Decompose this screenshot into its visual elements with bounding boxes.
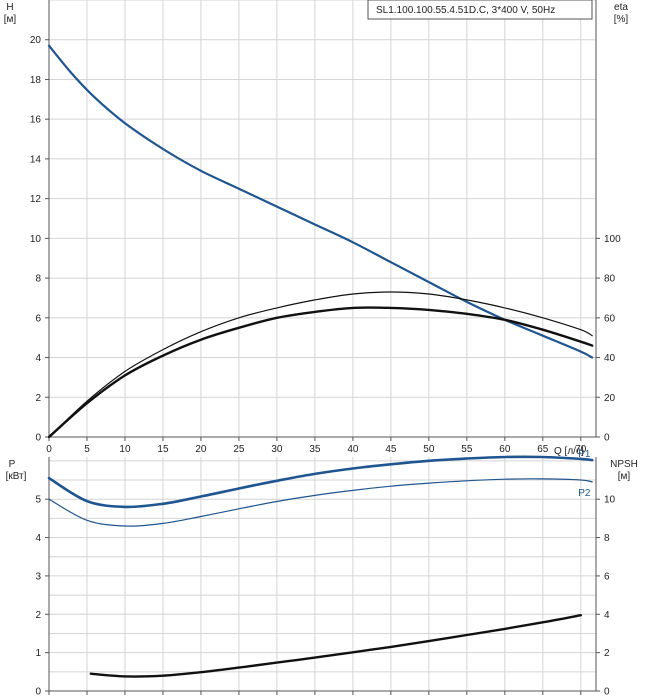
x-tick-label: 20 [195, 444, 207, 455]
bottom-left-tick-label: 3 [35, 571, 41, 582]
top-left-tick-label: 0 [35, 433, 41, 444]
bottom-left-tick-label: 4 [35, 533, 41, 544]
top-right-tick-label: 0 [604, 433, 610, 444]
bottom-right-tick-label: 2 [604, 648, 610, 659]
x-axis-title: Q [л/с] [554, 446, 584, 457]
top-left-tick-label: 4 [35, 353, 41, 364]
bottom-right-axis-title-line2: [м] [618, 471, 631, 482]
p2-curve-label: P2 [578, 488, 591, 499]
top-right-tick-label: 100 [604, 234, 621, 245]
chart-title-box [367, 0, 593, 20]
bottom-panel: P [кВт] NPSH [м] 0 1 2 3 4 5 0 2 4 6 8 10 P1 P2 [6, 449, 638, 697]
top-curve-1 [48, 291, 593, 438]
top-left-tick-label: 16 [30, 115, 42, 126]
bottom-left-tick-label: 2 [35, 610, 41, 621]
x-tick-label: 15 [157, 444, 169, 455]
x-tick-label: 30 [271, 444, 283, 455]
bottom-series: P1 P2 [47, 449, 594, 678]
bottom-right-tick-label: 8 [604, 533, 610, 544]
bottom-left-tick-label: 0 [35, 687, 41, 698]
bottom-left-tick-label: 5 [35, 495, 41, 506]
bottom-right-tick-label: 0 [604, 687, 610, 698]
x-tick-label: 40 [347, 444, 359, 455]
bottom-left-axis-title-line2: [кВт] [6, 471, 27, 482]
top-left-tick-label: 14 [30, 154, 42, 165]
bottom-right-tick-label: 6 [604, 571, 610, 582]
bottom-left-tick-label: 1 [35, 648, 41, 659]
p2-curve [48, 478, 593, 527]
top-right-axis-title-line1: eta [614, 2, 628, 13]
bottom-right-tick-label: 10 [604, 495, 616, 506]
x-tick-label: 50 [423, 444, 435, 455]
top-left-tick-label: 10 [30, 234, 42, 245]
top-left-tick-label: 12 [30, 194, 42, 205]
x-tick-label: 25 [233, 444, 245, 455]
x-tick-label: 65 [537, 444, 549, 455]
bottom-axes: P [кВт] NPSH [м] 0 1 2 3 4 5 0 2 4 6 8 10 [6, 459, 638, 698]
bottom-grid [48, 457, 597, 692]
top-left-tick-label: 18 [30, 75, 42, 86]
top-right-tick-label: 40 [604, 353, 616, 364]
top-left-tick-label: 8 [35, 274, 41, 285]
top-left-tick-label: 20 [30, 35, 42, 46]
bottom-right-axis-title-line1: NPSH [610, 459, 638, 470]
bottom-curve-2 [89, 614, 582, 678]
p1-curve-label: P1 [578, 449, 591, 460]
chart-title: SL1.100.100.55.4.51D.C, 3*400 V, 50Hz [376, 5, 555, 16]
top-right-tick-label: 80 [604, 274, 616, 285]
x-tick-label: 5 [84, 444, 90, 455]
x-tick-label: 0 [46, 444, 52, 455]
bottom-right-tick-label: 4 [604, 610, 610, 621]
top-curve-2 [47, 306, 594, 439]
top-axes: H [м] eta [%] Q [л/с] 0 2 4 6 8 10 12 14 16 18 20 0… [4, 2, 629, 457]
top-left-axis-title-line2: [м] [4, 14, 17, 25]
top-panel: H [м] eta [%] Q [л/с] 0 2 4 6 8 10 12 14 16 18 20 0… [4, 0, 629, 457]
bottom-left-axis-title-line1: P [9, 459, 16, 470]
top-right-tick-label: 20 [604, 393, 616, 404]
p1-curve [47, 455, 594, 509]
x-tick-label: 35 [309, 444, 321, 455]
x-tick-label: 45 [385, 444, 397, 455]
x-tick-label: 55 [461, 444, 473, 455]
top-curve-0 [47, 44, 594, 359]
top-right-axis-title-line2: [%] [614, 14, 629, 25]
top-left-tick-label: 2 [35, 393, 41, 404]
x-tick-label: 10 [119, 444, 131, 455]
top-left-axis-title-line1: H [6, 2, 13, 13]
top-left-tick-label: 6 [35, 313, 41, 324]
top-right-tick-label: 60 [604, 313, 616, 324]
top-series [47, 44, 594, 439]
x-tick-label: 70 [575, 444, 587, 455]
x-tick-label: 60 [499, 444, 511, 455]
